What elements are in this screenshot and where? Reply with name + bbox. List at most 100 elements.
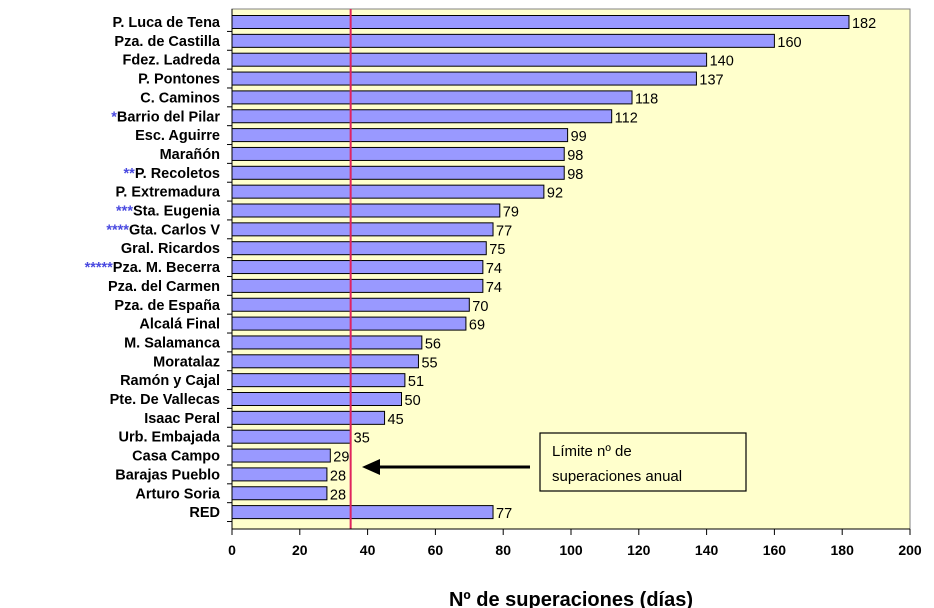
category-name: Isaac Peral	[144, 411, 220, 427]
category-label: P. Luca de Tena	[113, 15, 221, 31]
value-label: 69	[469, 318, 485, 334]
category-label: *Barrio del Pilar	[111, 109, 220, 125]
category-name: Casa Campo	[132, 449, 220, 465]
category-name: P. Recoletos	[135, 166, 220, 182]
x-tick-label: 0	[228, 542, 236, 558]
x-tick-label: 140	[695, 542, 719, 558]
category-label: Pte. De Vallecas	[110, 392, 220, 408]
value-label: 77	[496, 223, 512, 239]
value-label: 92	[547, 186, 563, 202]
x-tick-label: 120	[627, 542, 651, 558]
x-tick-label: 40	[360, 542, 376, 558]
bar	[231, 146, 565, 161]
category-name: Pte. De Vallecas	[110, 392, 220, 408]
value-label: 74	[486, 280, 502, 296]
category-label: P. Pontones	[138, 72, 220, 88]
category-label: ****Gta. Carlos V	[106, 222, 220, 238]
category-name: Pza. de España	[114, 298, 221, 314]
bar	[231, 505, 494, 520]
value-label: 28	[330, 468, 346, 484]
category-name: Alcalá Final	[139, 317, 220, 333]
annotation-arrowhead	[362, 459, 380, 475]
bar	[231, 184, 545, 199]
category-label: M. Salamanca	[124, 335, 221, 351]
category-name: Sta. Eugenia	[133, 204, 221, 220]
bar	[231, 165, 565, 180]
bar	[231, 241, 487, 256]
category-name: P. Extremadura	[115, 185, 220, 201]
value-label: 77	[496, 506, 512, 522]
value-label: 99	[571, 129, 587, 145]
x-tick-label: 180	[831, 542, 855, 558]
value-label: 35	[354, 431, 370, 447]
annotation-line-2: superaciones anual	[552, 468, 682, 485]
category-label: Moratalaz	[153, 354, 220, 370]
category-name: Fdez. Ladreda	[123, 53, 221, 69]
value-label: 45	[388, 412, 404, 428]
category-name: Ramón y Cajal	[120, 373, 220, 389]
category-label: Isaac Peral	[144, 411, 220, 427]
value-label: 140	[710, 54, 734, 70]
annotation-box	[539, 432, 747, 492]
x-axis-ticks: 0 20 40 60 80 100 120 140 160 180 200	[228, 529, 922, 558]
x-tick-label: 80	[495, 542, 511, 558]
category-labels: P. Luca de Tena Pza. de Castilla Fdez. Lad…	[85, 15, 232, 523]
bar	[231, 260, 484, 275]
value-label: 137	[699, 73, 723, 89]
bar	[231, 467, 328, 482]
x-tick-label: 100	[559, 542, 583, 558]
value-label: 98	[567, 167, 583, 183]
bar	[231, 90, 633, 105]
annotation-line-1: Límite nº de	[552, 443, 632, 460]
significance-stars: *	[111, 109, 117, 125]
value-label: 160	[777, 35, 801, 51]
significance-stars: ***	[116, 204, 133, 220]
category-label: *****Pza. M. Becerra	[85, 260, 221, 276]
category-name: Pza. del Carmen	[108, 279, 220, 295]
x-tick-label: 60	[428, 542, 444, 558]
value-label: 74	[486, 261, 502, 277]
significance-stars: **	[124, 166, 136, 182]
bar	[231, 373, 406, 388]
category-label: Arturo Soria	[135, 486, 221, 502]
category-name: Barajas Pueblo	[115, 467, 220, 483]
significance-stars: ****	[106, 222, 129, 238]
category-name: Urb. Embajada	[118, 430, 220, 446]
category-name: Pza. de Castilla	[114, 34, 221, 50]
category-name: Barrio del Pilar	[117, 109, 221, 125]
bar	[231, 335, 423, 350]
value-label: 28	[330, 487, 346, 503]
x-tick-label: 200	[898, 542, 922, 558]
bar	[231, 278, 484, 293]
category-name: Moratalaz	[153, 354, 220, 370]
bar	[231, 316, 467, 331]
category-label: Casa Campo	[132, 449, 220, 465]
annotation: Límite nº de superaciones anual	[362, 432, 747, 492]
category-label: ***Sta. Eugenia	[116, 204, 221, 220]
significance-stars: *****	[85, 260, 114, 276]
category-label: Fdez. Ladreda	[123, 53, 221, 69]
bar	[231, 109, 613, 124]
value-label: 29	[333, 450, 349, 466]
bar	[231, 15, 850, 29]
category-label: **P. Recoletos	[124, 166, 220, 182]
bar	[231, 128, 569, 143]
category-label: P. Extremadura	[115, 185, 220, 201]
bar	[231, 52, 708, 67]
category-name: RED	[189, 505, 220, 521]
bar	[231, 71, 697, 86]
category-label: Marañón	[160, 147, 220, 163]
category-name: C. Caminos	[140, 90, 220, 106]
category-name: M. Salamanca	[124, 335, 221, 351]
value-labels: 1821601401371181129998989279777574747069…	[330, 16, 876, 522]
bar	[231, 429, 352, 444]
x-axis-title: Nº de superaciones (días)	[449, 589, 693, 608]
bar	[231, 354, 419, 369]
x-tick-label: 20	[292, 542, 308, 558]
value-label: 70	[472, 299, 488, 315]
value-label: 118	[635, 91, 658, 107]
category-label: RED	[189, 505, 220, 521]
category-name: Marañón	[160, 147, 220, 163]
category-label: Gral. Ricardos	[121, 241, 220, 257]
